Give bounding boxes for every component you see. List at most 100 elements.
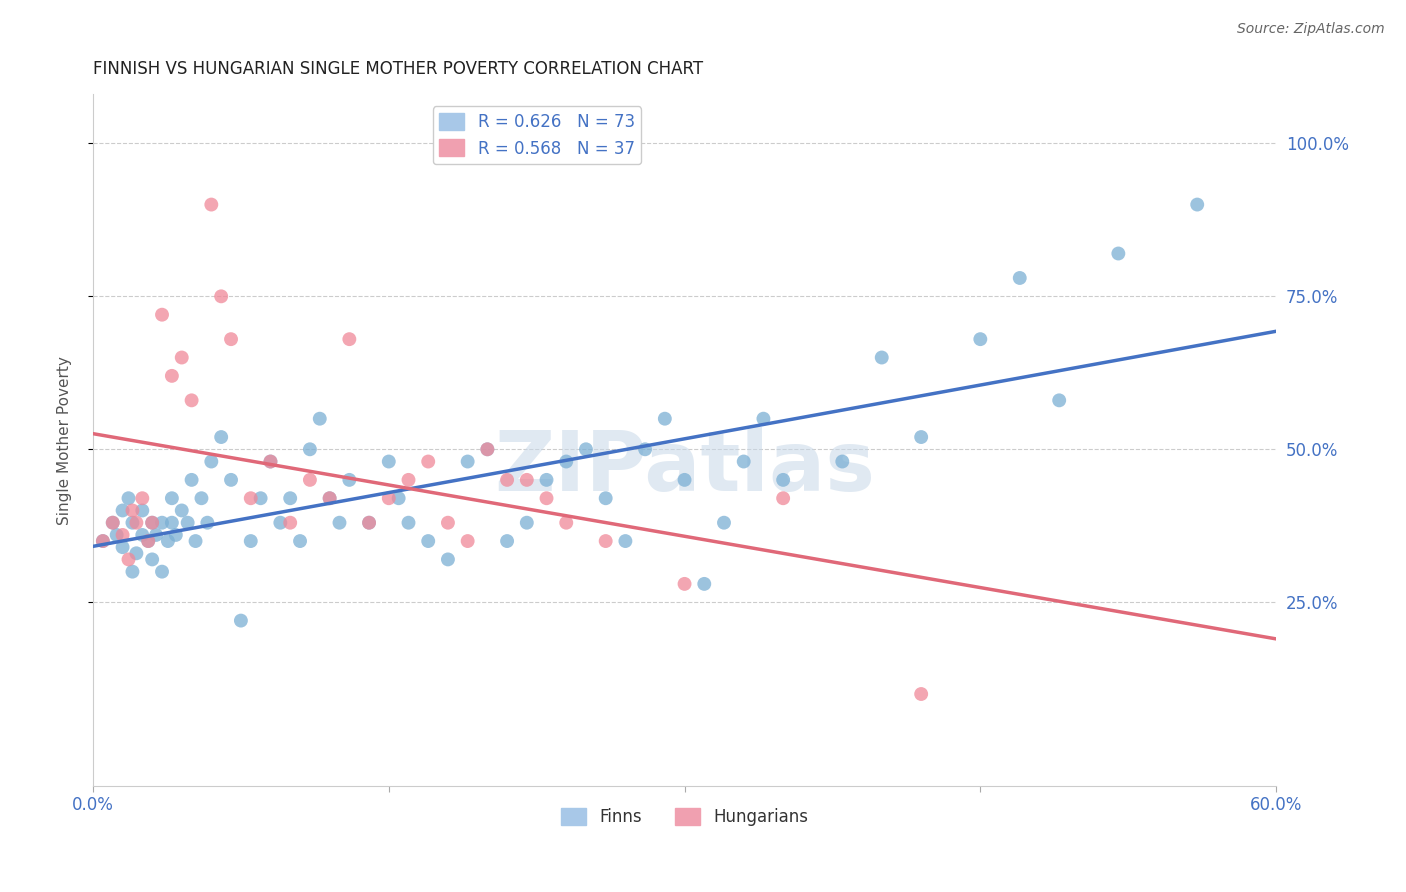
- Text: ZIPatlas: ZIPatlas: [494, 427, 875, 508]
- Point: [378, 491, 401, 506]
- Point: [477, 442, 499, 457]
- Point: [219, 473, 242, 487]
- Point: [1008, 271, 1031, 285]
- Point: [673, 473, 696, 487]
- Point: [278, 491, 301, 506]
- Point: [378, 454, 401, 468]
- Point: [910, 687, 932, 701]
- Point: [1047, 393, 1070, 408]
- Point: [184, 534, 207, 549]
- Point: [288, 534, 311, 549]
- Point: [772, 491, 794, 506]
- Point: [176, 516, 198, 530]
- Text: Source: ZipAtlas.com: Source: ZipAtlas.com: [1237, 22, 1385, 37]
- Point: [141, 516, 163, 530]
- Point: [121, 503, 143, 517]
- Point: [693, 577, 716, 591]
- Point: [673, 577, 696, 591]
- Point: [298, 473, 321, 487]
- Point: [614, 534, 637, 549]
- Point: [239, 491, 262, 506]
- Point: [910, 430, 932, 444]
- Point: [141, 552, 163, 566]
- Point: [111, 540, 134, 554]
- Point: [1187, 197, 1209, 211]
- Point: [357, 516, 380, 530]
- Point: [195, 516, 218, 530]
- Point: [516, 473, 538, 487]
- Point: [318, 491, 340, 506]
- Point: [318, 491, 340, 506]
- Point: [136, 534, 159, 549]
- Point: [125, 546, 148, 560]
- Point: [121, 565, 143, 579]
- Point: [496, 534, 519, 549]
- Point: [595, 491, 617, 506]
- Point: [269, 516, 291, 530]
- Point: [111, 503, 134, 517]
- Point: [150, 516, 173, 530]
- Point: [117, 491, 139, 506]
- Point: [160, 368, 183, 383]
- Point: [308, 411, 330, 425]
- Point: [555, 454, 578, 468]
- Point: [170, 503, 193, 517]
- Point: [145, 528, 167, 542]
- Point: [555, 516, 578, 530]
- Point: [229, 614, 252, 628]
- Point: [101, 516, 124, 530]
- Point: [170, 351, 193, 365]
- Point: [437, 516, 460, 530]
- Point: [117, 552, 139, 566]
- Point: [634, 442, 657, 457]
- Point: [337, 473, 360, 487]
- Point: [516, 516, 538, 530]
- Point: [536, 491, 558, 506]
- Point: [870, 351, 893, 365]
- Point: [101, 516, 124, 530]
- Point: [496, 473, 519, 487]
- Point: [398, 473, 420, 487]
- Point: [388, 491, 411, 506]
- Point: [969, 332, 991, 346]
- Point: [190, 491, 212, 506]
- Legend: Finns, Hungarians: Finns, Hungarians: [554, 801, 815, 833]
- Text: FINNISH VS HUNGARIAN SINGLE MOTHER POVERTY CORRELATION CHART: FINNISH VS HUNGARIAN SINGLE MOTHER POVER…: [93, 60, 703, 78]
- Point: [298, 442, 321, 457]
- Point: [457, 534, 479, 549]
- Point: [595, 534, 617, 549]
- Point: [131, 491, 153, 506]
- Point: [477, 442, 499, 457]
- Point: [536, 473, 558, 487]
- Point: [219, 332, 242, 346]
- Point: [398, 516, 420, 530]
- Point: [156, 534, 179, 549]
- Point: [1107, 246, 1129, 260]
- Point: [357, 516, 380, 530]
- Point: [131, 528, 153, 542]
- Point: [575, 442, 598, 457]
- Point: [209, 289, 232, 303]
- Point: [713, 516, 735, 530]
- Point: [772, 473, 794, 487]
- Point: [105, 528, 128, 542]
- Point: [831, 454, 853, 468]
- Point: [259, 454, 281, 468]
- Point: [437, 552, 460, 566]
- Point: [141, 516, 163, 530]
- Y-axis label: Single Mother Poverty: Single Mother Poverty: [58, 356, 72, 524]
- Point: [418, 534, 440, 549]
- Point: [418, 454, 440, 468]
- Point: [654, 411, 676, 425]
- Point: [150, 565, 173, 579]
- Point: [160, 516, 183, 530]
- Point: [165, 528, 187, 542]
- Point: [733, 454, 755, 468]
- Point: [328, 516, 350, 530]
- Point: [121, 516, 143, 530]
- Point: [180, 393, 202, 408]
- Point: [131, 503, 153, 517]
- Point: [91, 534, 114, 549]
- Point: [249, 491, 271, 506]
- Point: [150, 308, 173, 322]
